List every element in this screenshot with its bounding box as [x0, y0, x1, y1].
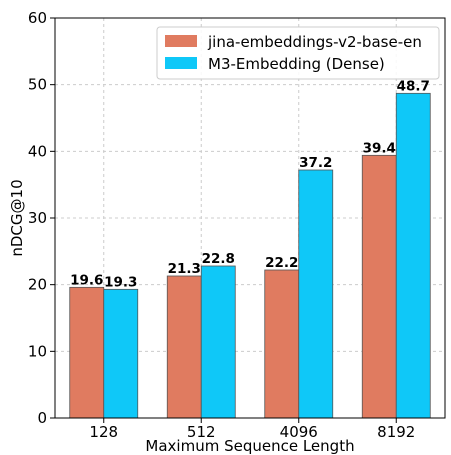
y-tick-label-10: 10: [28, 342, 47, 360]
y-tick-label-30: 30: [28, 209, 47, 227]
y-tick-label-0: 0: [37, 409, 47, 427]
bar-series0-8192: [361, 154, 397, 419]
y-axis-ticks: 0 10 20 30 40 50 60: [28, 9, 55, 427]
bar-series1-512: [200, 265, 236, 419]
legend-label-jina: jina-embeddings-v2-base-en: [207, 33, 422, 51]
data-label-series0-8192: 39.4: [363, 140, 396, 156]
x-tick-label-512: 512: [187, 423, 216, 441]
x-axis-label: Maximum Sequence Length: [145, 437, 354, 455]
y-tick-label-20: 20: [28, 276, 47, 294]
y-tick-label-60: 60: [28, 9, 47, 27]
x-tick-label-8192: 8192: [377, 423, 415, 441]
y-tick-label-40: 40: [28, 142, 47, 160]
x-axis-ticks: 128 512 4096 8192: [89, 418, 415, 441]
y-tick-label-50: 50: [28, 76, 47, 94]
bar-series0-512: [166, 275, 202, 419]
x-tick-label-4096: 4096: [280, 423, 318, 441]
bar-series0-4096: [264, 269, 300, 419]
data-label-series0-128: 19.6: [70, 272, 103, 288]
bars: [69, 92, 431, 419]
legend-swatch-jina: [165, 35, 197, 47]
data-label-series0-4096: 22.2: [265, 255, 298, 271]
bar-series0-128: [69, 286, 105, 419]
x-tick-label-128: 128: [89, 423, 118, 441]
data-label-series1-8192: 48.7: [397, 78, 430, 94]
bar-series1-8192: [395, 92, 431, 419]
data-labels: 19.6 21.3 22.2 39.4 19.3 22.8 37.2 48.7: [70, 78, 430, 290]
legend-label-m3: M3-Embedding (Dense): [208, 55, 385, 73]
y-axis-label: nDCG@10: [8, 179, 26, 256]
data-label-series1-512: 22.8: [202, 251, 235, 267]
bar-series1-128: [103, 288, 139, 419]
data-label-series1-128: 19.3: [104, 274, 137, 290]
data-label-series0-512: 21.3: [168, 261, 201, 277]
legend-box: [156, 26, 440, 80]
legend: jina-embeddings-v2-base-en M3-Embedding …: [156, 26, 440, 80]
legend-swatch-m3: [165, 57, 197, 69]
data-label-series1-4096: 37.2: [299, 155, 332, 171]
bar-series1-4096: [298, 169, 334, 419]
